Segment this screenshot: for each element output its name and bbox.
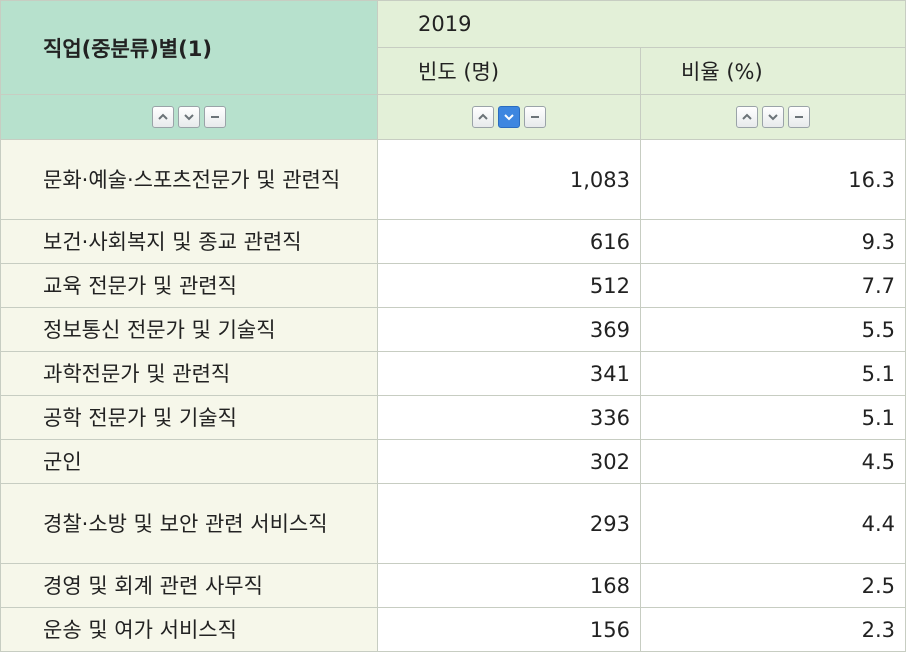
ratio-cell: 4.5 — [639, 439, 906, 484]
table-row: 공학 전문가 및 기술직 336 5.1 — [0, 395, 906, 440]
row-label: 공학 전문가 및 기술직 — [0, 395, 378, 440]
sort-ascending-icon[interactable] — [472, 106, 494, 128]
ratio-cell: 5.1 — [639, 395, 906, 440]
ratio-cell: 5.1 — [639, 351, 906, 396]
table-row: 경영 및 회계 관련 사무직 168 2.5 — [0, 563, 906, 608]
table-row: 정보통신 전문가 및 기술직 369 5.5 — [0, 307, 906, 352]
ratio-cell: 7.7 — [639, 263, 906, 308]
row-label: 과학전문가 및 관련직 — [0, 351, 378, 396]
ratio-cell: 2.3 — [639, 607, 906, 652]
row-label: 교육 전문가 및 관련직 — [0, 263, 378, 308]
sort-reset-icon[interactable] — [788, 106, 810, 128]
row-label: 군인 — [0, 439, 378, 484]
ratio-cell: 5.5 — [639, 307, 906, 352]
row-label: 문화·예술·스포츠전문가 및 관련직 — [0, 139, 378, 220]
year-header: 2019 — [376, 0, 906, 48]
ratio-column-header: 비율 (%) — [639, 47, 906, 95]
table-row: 교육 전문가 및 관련직 512 7.7 — [0, 263, 906, 308]
ratio-cell: 9.3 — [639, 219, 906, 264]
frequency-cell: 293 — [377, 483, 641, 564]
frequency-cell: 302 — [377, 439, 641, 484]
sort-descending-icon[interactable] — [762, 106, 784, 128]
table-row: 운송 및 여가 서비스직 156 2.3 — [0, 607, 906, 652]
row-label: 정보통신 전문가 및 기술직 — [0, 307, 378, 352]
sort-reset-icon[interactable] — [524, 106, 546, 128]
ratio-cell: 4.4 — [639, 483, 906, 564]
table-row: 보건·사회복지 및 종교 관련직 616 9.3 — [0, 219, 906, 264]
row-label: 운송 및 여가 서비스직 — [0, 607, 378, 652]
sort-ascending-icon[interactable] — [152, 106, 174, 128]
frequency-sort-controls — [377, 94, 641, 140]
frequency-cell: 336 — [377, 395, 641, 440]
row-label: 경영 및 회계 관련 사무직 — [0, 563, 378, 608]
frequency-column-header: 빈도 (명) — [377, 47, 641, 95]
frequency-cell: 1,083 — [377, 139, 641, 220]
row-label: 경찰·소방 및 보안 관련 서비스직 — [0, 483, 378, 564]
ratio-sort-controls — [639, 94, 906, 140]
frequency-cell: 616 — [377, 219, 641, 264]
frequency-cell: 369 — [377, 307, 641, 352]
stub-header: 직업(중분류)별(1) — [0, 0, 378, 95]
table-row: 과학전문가 및 관련직 341 5.1 — [0, 351, 906, 396]
stub-sort-controls — [0, 94, 378, 140]
frequency-cell: 168 — [377, 563, 641, 608]
ratio-cell: 2.5 — [639, 563, 906, 608]
frequency-cell: 341 — [377, 351, 641, 396]
sort-descending-icon[interactable] — [178, 106, 200, 128]
table-row: 문화·예술·스포츠전문가 및 관련직 1,083 16.3 — [0, 139, 906, 220]
table-row: 군인 302 4.5 — [0, 439, 906, 484]
table-row: 경찰·소방 및 보안 관련 서비스직 293 4.4 — [0, 483, 906, 564]
ratio-cell: 16.3 — [639, 139, 906, 220]
sort-descending-icon[interactable] — [498, 106, 520, 128]
frequency-cell: 512 — [377, 263, 641, 308]
sort-reset-icon[interactable] — [204, 106, 226, 128]
row-label: 보건·사회복지 및 종교 관련직 — [0, 219, 378, 264]
sort-ascending-icon[interactable] — [736, 106, 758, 128]
frequency-cell: 156 — [377, 607, 641, 652]
